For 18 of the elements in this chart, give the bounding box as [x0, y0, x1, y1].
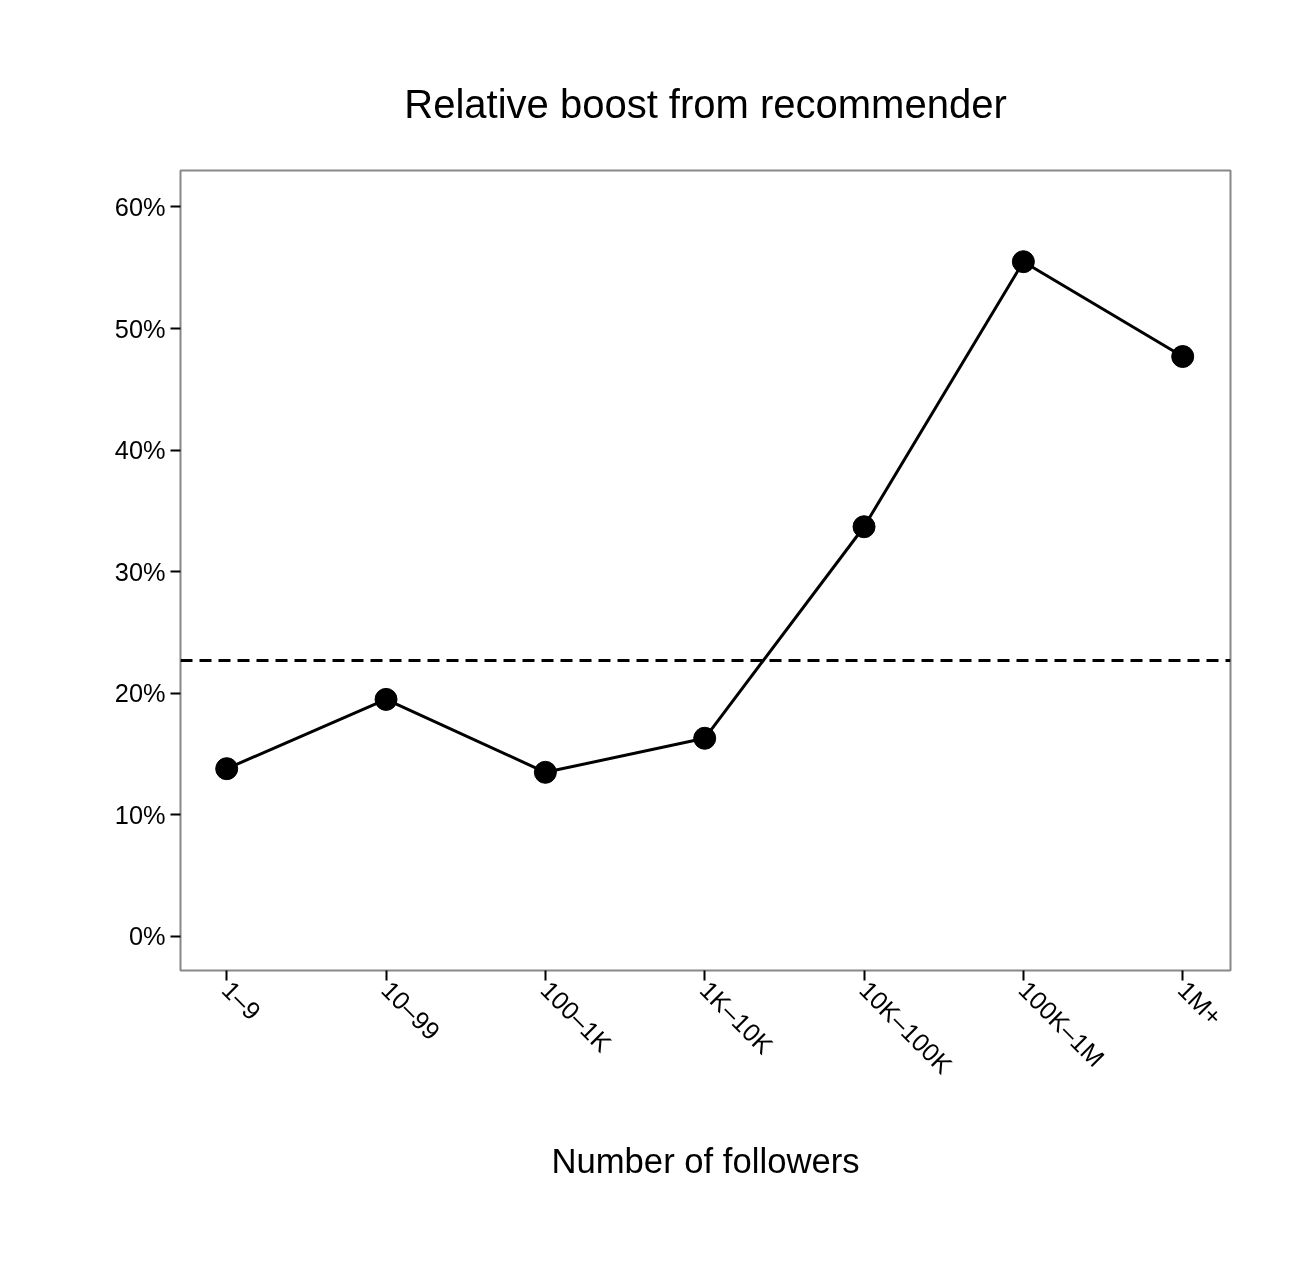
x-tick-label: 1–9 — [216, 975, 267, 1026]
y-tick-label: 10% — [114, 800, 166, 829]
y-tick-label: 50% — [114, 314, 166, 343]
y-tick-label: 0% — [128, 922, 166, 951]
point — [852, 515, 876, 539]
y-tick-label: 40% — [114, 436, 166, 465]
x-axis-title: Number of followers — [551, 1141, 860, 1180]
y-tick-label: 20% — [114, 679, 166, 708]
chart-title: Relative boost from recommender — [404, 81, 1007, 126]
point — [693, 726, 717, 750]
y-tick-label: 30% — [114, 557, 166, 586]
point — [533, 760, 557, 784]
point — [1011, 250, 1035, 274]
point — [215, 757, 239, 781]
point — [374, 687, 398, 711]
y-tick-label: 60% — [114, 192, 166, 221]
x-tick-label: 1M+ — [1172, 975, 1228, 1031]
point — [1171, 345, 1195, 368]
